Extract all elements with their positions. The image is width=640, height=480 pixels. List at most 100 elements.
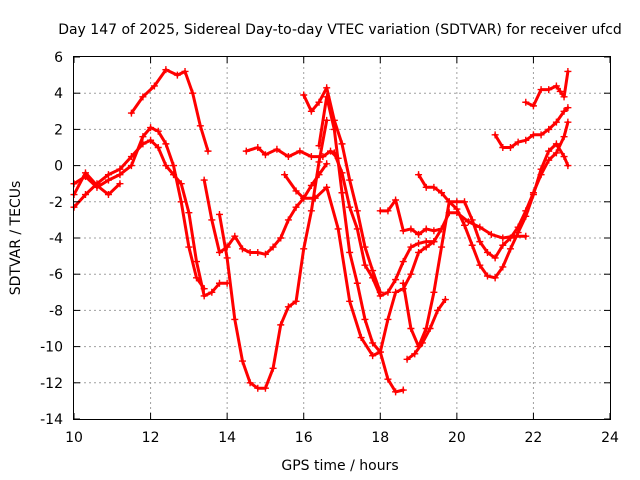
plus-marker — [315, 158, 323, 166]
plus-marker — [537, 131, 545, 139]
plus-marker — [196, 122, 204, 130]
plus-marker — [430, 238, 438, 246]
series-arc-6 — [215, 116, 331, 392]
plus-marker — [281, 171, 289, 179]
plus-marker — [564, 162, 572, 170]
y-tick-label: -8 — [49, 303, 63, 319]
plus-marker — [215, 210, 223, 218]
plus-marker — [200, 285, 208, 293]
plus-marker — [376, 348, 384, 356]
plus-marker — [430, 183, 438, 191]
plus-marker — [154, 144, 162, 151]
plus-marker — [269, 243, 277, 251]
plus-marker — [483, 248, 491, 256]
plus-marker — [353, 279, 361, 287]
plus-marker — [564, 118, 572, 126]
plus-marker — [392, 276, 400, 284]
plus-marker — [292, 203, 300, 211]
plus-marker — [162, 66, 170, 74]
plus-marker — [415, 230, 423, 238]
plus-marker — [81, 169, 89, 177]
plus-marker — [300, 194, 308, 202]
plus-marker — [476, 238, 484, 246]
plus-marker — [422, 183, 430, 191]
plus-marker — [307, 107, 315, 115]
plus-marker — [399, 386, 407, 394]
plus-marker — [357, 334, 365, 342]
plus-marker — [154, 127, 162, 135]
plus-marker — [300, 245, 308, 253]
x-tick-label: 18 — [371, 430, 389, 446]
plus-marker — [323, 160, 331, 168]
plus-marker — [545, 125, 553, 133]
plus-marker — [384, 315, 392, 323]
plus-marker — [116, 171, 124, 179]
plus-marker — [346, 248, 354, 256]
plus-marker — [407, 243, 415, 251]
plus-marker — [491, 254, 499, 262]
plus-marker — [242, 147, 250, 155]
plus-marker — [185, 243, 193, 251]
plus-marker — [545, 147, 553, 155]
plus-marker — [170, 162, 178, 170]
y-tick-label: -14 — [40, 412, 63, 428]
plus-marker — [277, 234, 285, 242]
series-line — [72, 126, 206, 291]
plus-marker — [522, 136, 530, 144]
plus-marker — [403, 355, 411, 363]
plus-marker — [81, 191, 89, 199]
plus-marker — [300, 91, 308, 99]
x-tick-label: 22 — [525, 430, 543, 446]
y-tick-label: -4 — [49, 231, 63, 247]
plus-marker — [552, 149, 560, 157]
x-tick-label: 14 — [218, 430, 236, 446]
plus-marker — [438, 189, 446, 197]
plus-marker — [254, 144, 262, 151]
y-tick-label: 6 — [54, 50, 63, 66]
plus-marker — [461, 198, 469, 206]
plus-marker — [514, 138, 522, 146]
y-tick-label: 2 — [54, 122, 63, 138]
plus-marker — [353, 225, 361, 233]
plus-marker — [426, 325, 434, 332]
series-arc-17 — [522, 67, 572, 110]
plus-marker — [430, 227, 438, 235]
plus-marker — [311, 194, 319, 202]
plus-marker — [284, 153, 292, 161]
plus-marker — [261, 151, 269, 159]
series-arc-16 — [491, 104, 572, 151]
plus-marker — [506, 234, 514, 242]
plus-marker — [147, 136, 155, 144]
plus-marker — [422, 225, 430, 233]
data-series — [70, 66, 572, 396]
plus-marker — [162, 162, 170, 170]
plus-marker — [476, 223, 484, 231]
plus-marker — [246, 379, 254, 387]
plus-marker — [461, 221, 469, 229]
plus-marker — [277, 321, 285, 329]
plus-marker — [564, 67, 572, 75]
y-axis-label: SDTVAR / TECUs — [8, 181, 24, 296]
plus-marker — [537, 165, 545, 173]
plus-marker — [411, 350, 419, 358]
plus-marker — [323, 93, 331, 101]
series-arc-13 — [399, 118, 572, 351]
plus-marker — [499, 234, 507, 242]
plus-marker — [116, 180, 124, 188]
plus-marker — [307, 153, 315, 161]
plus-marker — [269, 364, 277, 372]
x-tick-label: 16 — [295, 430, 313, 446]
y-tick-label: -2 — [49, 195, 63, 211]
y-tick-label: -10 — [40, 340, 63, 356]
plus-marker — [208, 216, 216, 224]
plus-marker — [193, 274, 201, 282]
plus-marker — [200, 176, 208, 184]
y-tick-label: 0 — [54, 159, 63, 175]
plus-marker — [223, 254, 231, 262]
plus-marker — [560, 93, 568, 101]
plus-marker — [476, 261, 484, 269]
series-line — [524, 70, 570, 108]
series-line — [244, 146, 340, 160]
plus-marker — [491, 274, 499, 282]
plus-marker — [499, 241, 507, 249]
